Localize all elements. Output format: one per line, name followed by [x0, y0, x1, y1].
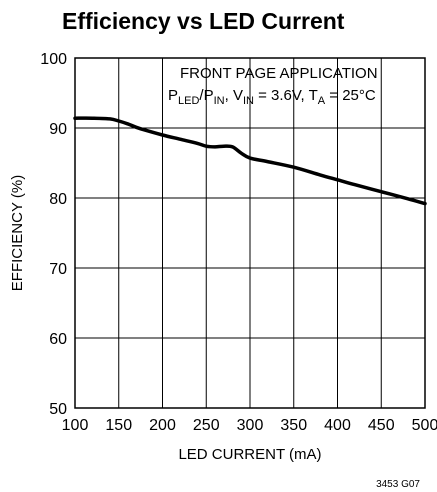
- y-tick-label: 60: [49, 331, 67, 348]
- x-tick-label: 150: [105, 417, 132, 434]
- efficiency-series-line: [73, 116, 427, 206]
- x-axis-label: LED CURRENT (mA): [178, 446, 321, 463]
- figure-code: 3453 G07: [376, 479, 420, 490]
- x-tick-label: 200: [149, 417, 176, 434]
- y-tick-label: 90: [49, 121, 67, 138]
- y-axis-ticks: 50 60 70 80 90 100: [40, 51, 67, 418]
- annotation-line1: FRONT PAGE APPLICATION: [180, 65, 378, 82]
- x-tick-label: 450: [368, 417, 395, 434]
- x-tick-label: 500: [412, 417, 437, 434]
- x-axis-ticks: 100 150 200 250 300 350 400 450 500: [62, 417, 437, 434]
- y-tick-label: 50: [49, 401, 67, 418]
- y-tick-label: 100: [40, 51, 67, 68]
- y-axis-label: EFFICIENCY (%): [9, 175, 26, 291]
- annotation: FRONT PAGE APPLICATION PLED/PIN, VIN = 3…: [168, 65, 378, 107]
- chart-title: Efficiency vs LED Current: [62, 8, 345, 34]
- x-tick-label: 250: [193, 417, 220, 434]
- x-tick-label: 300: [237, 417, 264, 434]
- x-tick-label: 400: [324, 417, 351, 434]
- y-tick-label: 80: [49, 191, 67, 208]
- annotation-line2: PLED/PIN, VIN = 3.6V, TA = 25°C: [168, 87, 376, 107]
- x-tick-label: 350: [280, 417, 307, 434]
- y-tick-label: 70: [49, 261, 67, 278]
- x-tick-label: 100: [62, 417, 89, 434]
- plot-frame: [74, 57, 426, 409]
- grid-lines: [74, 57, 426, 409]
